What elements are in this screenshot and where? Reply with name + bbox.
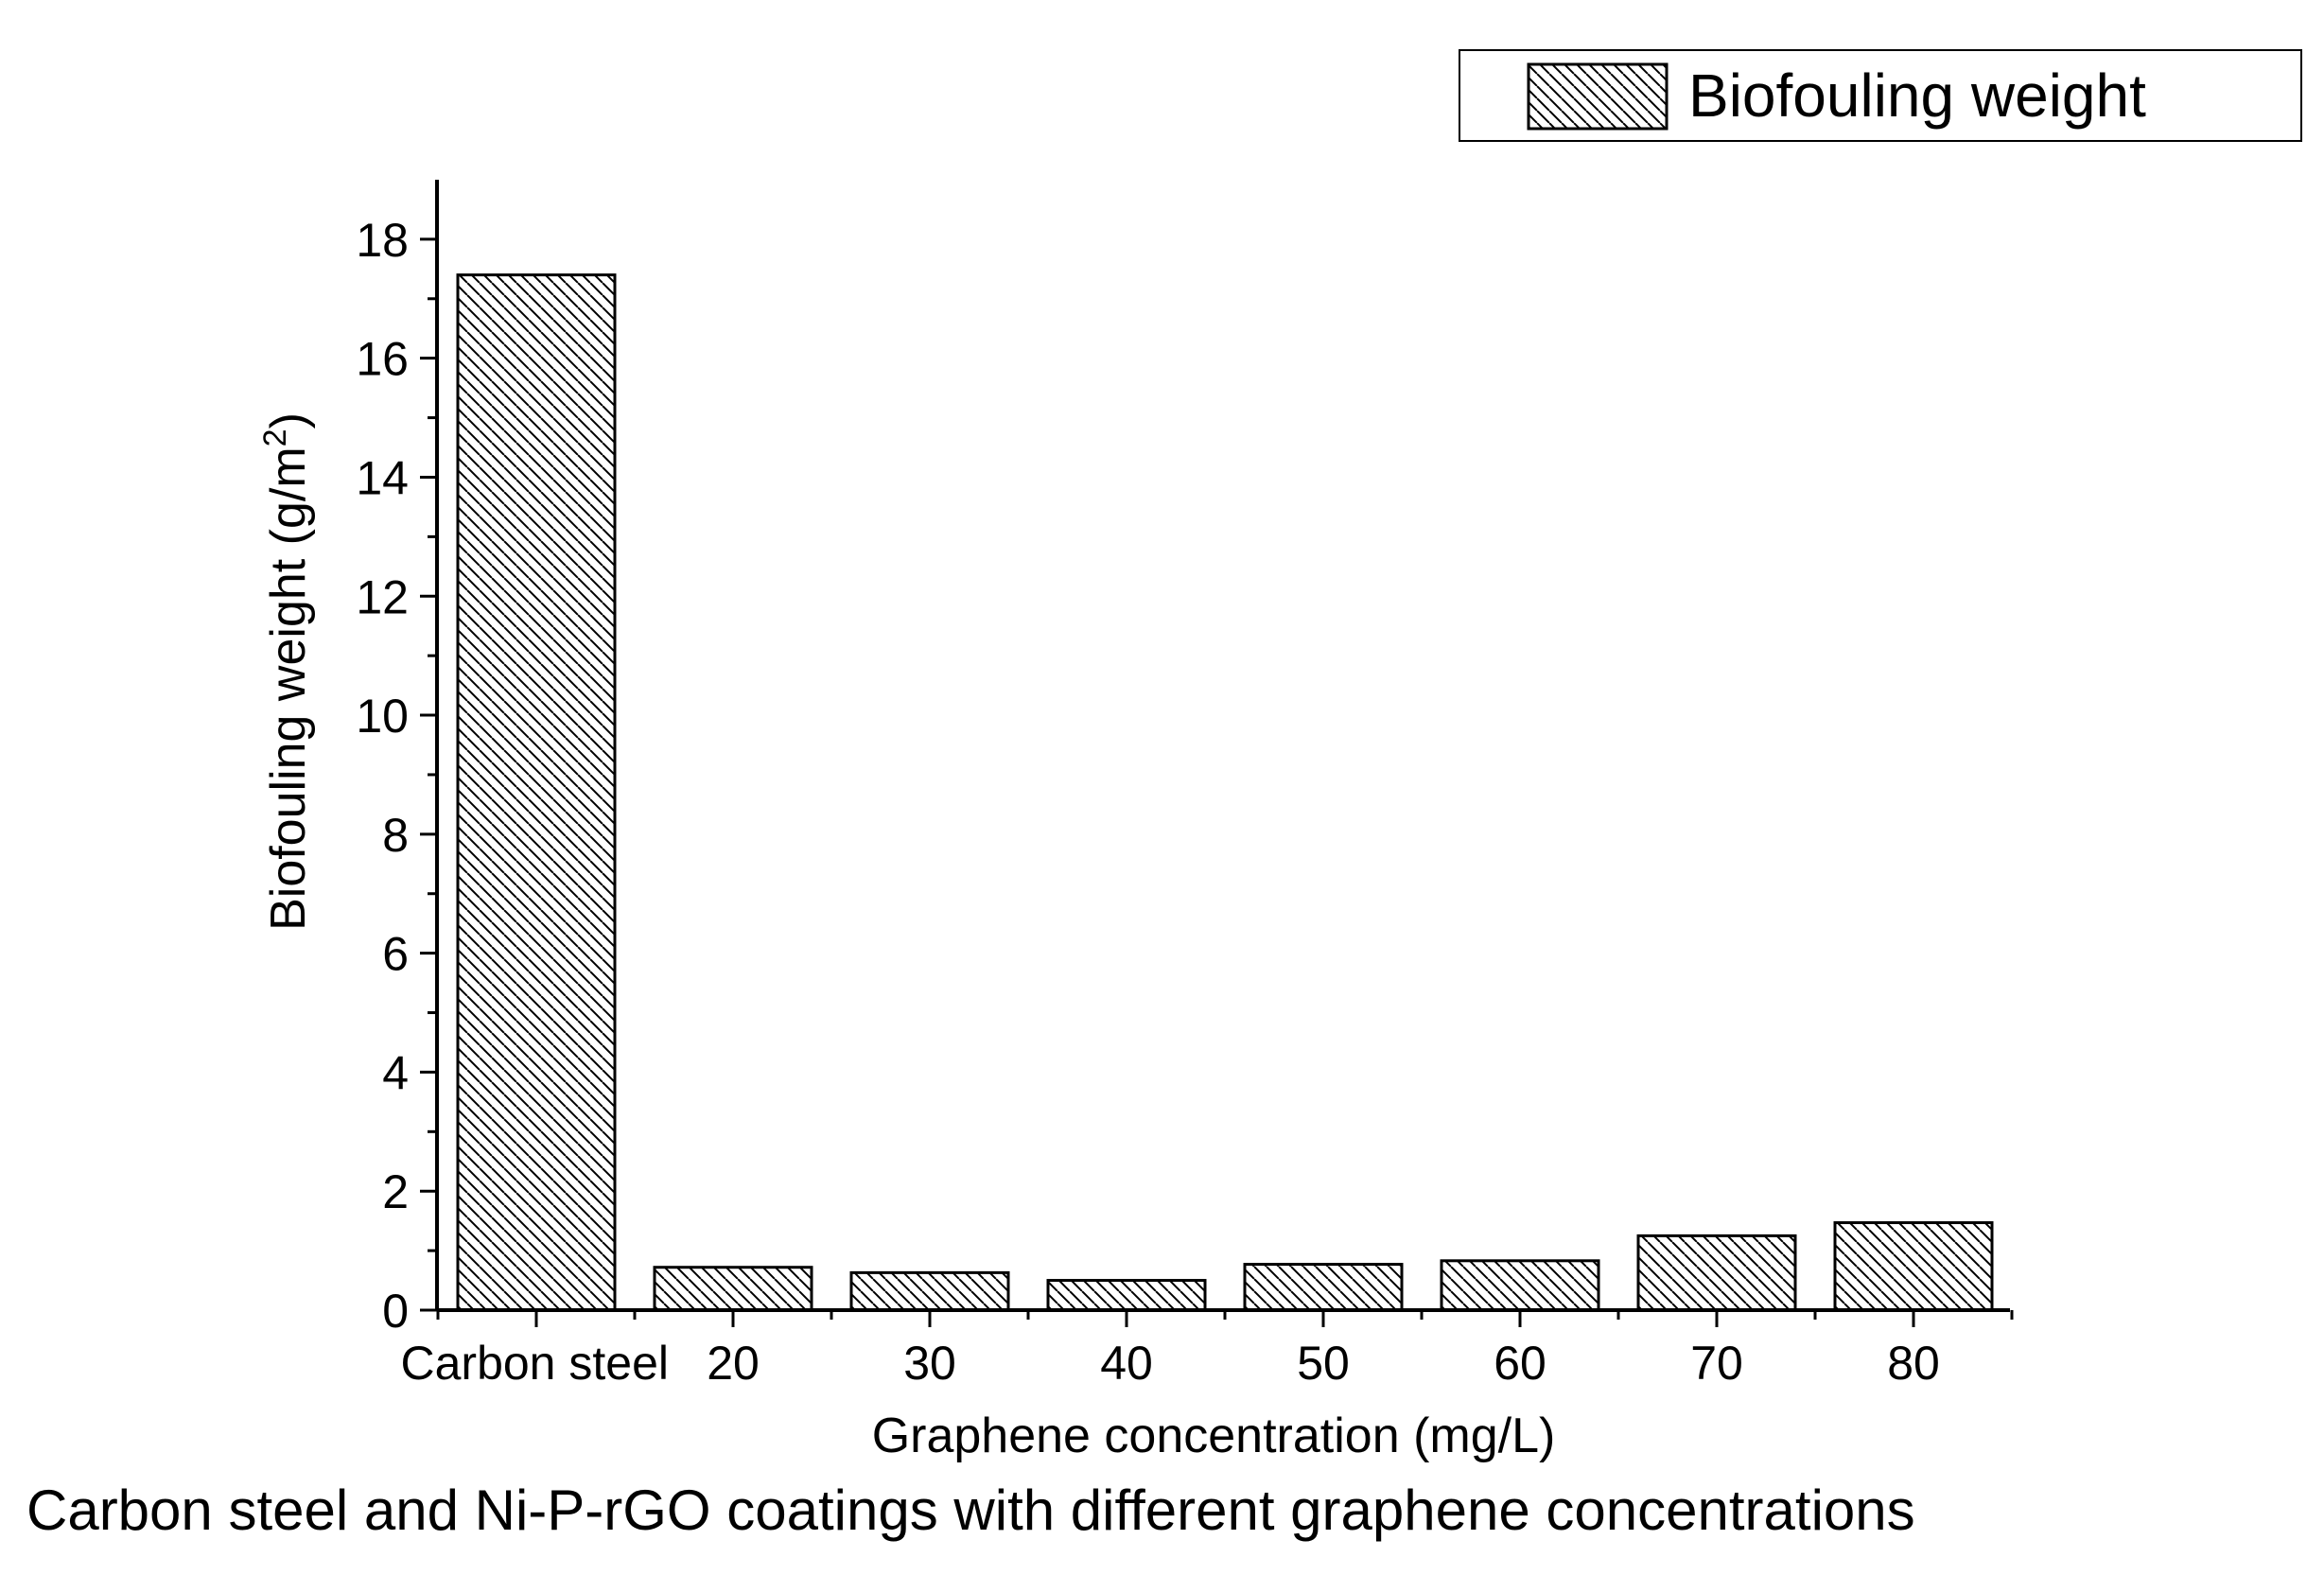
bar-4 [1243,1263,1404,1312]
x-axis-title: Graphene concentration (mg/L) [872,1409,1556,1463]
x-tick-label-5: 60 [1494,1337,1546,1390]
y-axis-title: Biofouling weight (g/m2) [257,412,316,931]
y-axis-title-main: Biofouling weight (g/m [261,446,316,931]
y-tick-label-2: 4 [382,1046,409,1099]
x-tick-label-6: 70 [1690,1337,1743,1390]
y-tick-label-9: 18 [356,214,409,267]
bar-5 [1440,1259,1600,1312]
bar-3 [1046,1279,1207,1312]
bar-7 [1833,1221,1994,1312]
y-tick-label-6: 12 [356,570,409,623]
axes: 0 2 4 6 8 10 12 14 16 18 Carbon steel 20 30 40 50 60 70 8… [356,180,2014,1390]
bar-2 [849,1270,1010,1312]
figure-caption: Carbon steel and Ni-P-rGO coatings with … [26,1479,1915,1542]
x-tick-label-0: Carbon steel [401,1337,670,1390]
bar-1 [653,1266,813,1312]
y-tick-label-5: 10 [356,690,409,743]
y-axis-title-sup: 2 [257,429,293,446]
y-tick-label-0: 0 [382,1285,409,1338]
y-tick-label-8: 16 [356,333,409,386]
legend-swatch [1527,62,1669,131]
y-axis-title-close: ) [261,412,316,429]
y-tick-label-7: 14 [356,451,409,504]
x-tick-label-3: 40 [1100,1337,1153,1390]
legend: Biofouling weight [1459,49,2302,142]
y-tick-label-3: 6 [382,928,409,981]
legend-label: Biofouling weight [1688,61,2146,130]
x-tick-label-7: 80 [1887,1337,1940,1390]
y-tick-label-4: 8 [382,809,409,862]
bar-0 [456,273,617,1312]
x-tick-label-1: 20 [707,1337,760,1390]
y-tick-label-1: 2 [382,1165,409,1218]
bars [456,273,1994,1312]
bar-6 [1636,1234,1797,1312]
x-tick-label-2: 30 [903,1337,956,1390]
x-tick-label-4: 50 [1297,1337,1350,1390]
